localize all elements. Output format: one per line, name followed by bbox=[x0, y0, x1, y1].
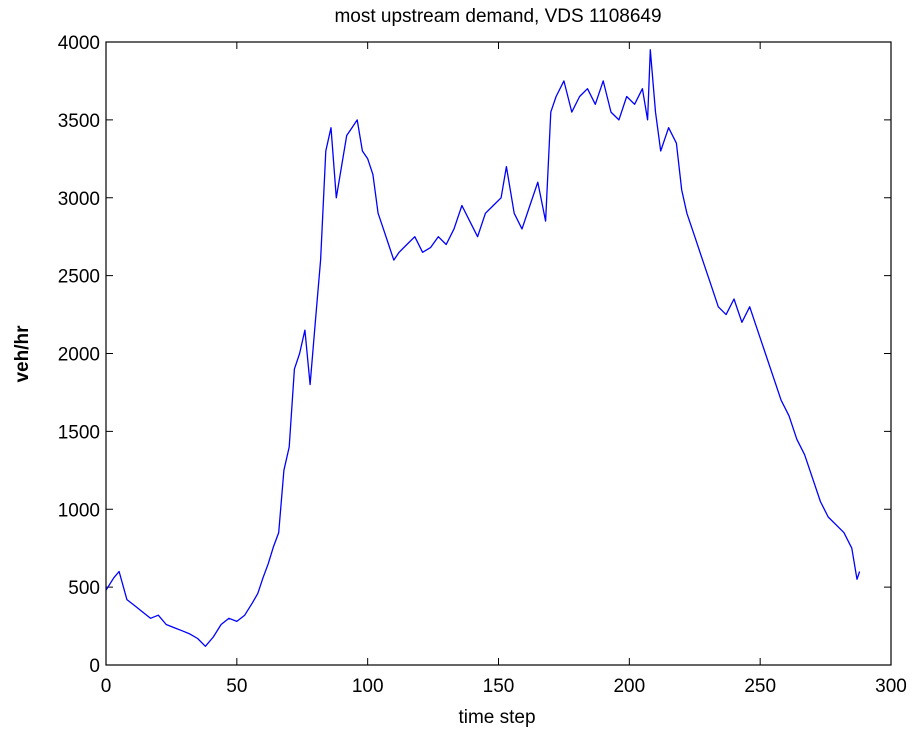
y-tick-label: 3500 bbox=[58, 111, 100, 132]
x-tick-label: 100 bbox=[352, 676, 384, 697]
demand-series-line bbox=[105, 49, 861, 647]
y-tick-label: 500 bbox=[68, 578, 100, 599]
y-tick-label: 3000 bbox=[58, 189, 100, 210]
y-tick-label: 0 bbox=[89, 656, 100, 677]
x-tick-label: 50 bbox=[226, 676, 247, 697]
x-tick-label: 250 bbox=[744, 676, 776, 697]
y-tick-label: 1000 bbox=[58, 500, 100, 521]
x-axis-ticks: 0 50 100 150 200 250 300 bbox=[101, 42, 907, 697]
plot-frame bbox=[105, 41, 892, 666]
y-tick-label: 1500 bbox=[58, 422, 100, 443]
y-axis-ticks: 0 500 1000 1500 2000 2500 3000 3500 4000 bbox=[58, 33, 891, 677]
chart-title: most upstream demand, VDS 1108649 bbox=[334, 6, 661, 27]
y-tick-label: 2000 bbox=[58, 345, 100, 366]
x-axis-label: time step bbox=[458, 707, 535, 728]
x-tick-label: 200 bbox=[613, 676, 645, 697]
series-group bbox=[105, 49, 861, 647]
y-tick-label: 2500 bbox=[58, 267, 100, 288]
x-tick-label: 300 bbox=[875, 676, 907, 697]
y-tick-label: 4000 bbox=[58, 33, 100, 54]
x-tick-label: 0 bbox=[101, 676, 112, 697]
y-axis-label: veh/hr bbox=[12, 325, 33, 383]
x-tick-label: 150 bbox=[483, 676, 515, 697]
